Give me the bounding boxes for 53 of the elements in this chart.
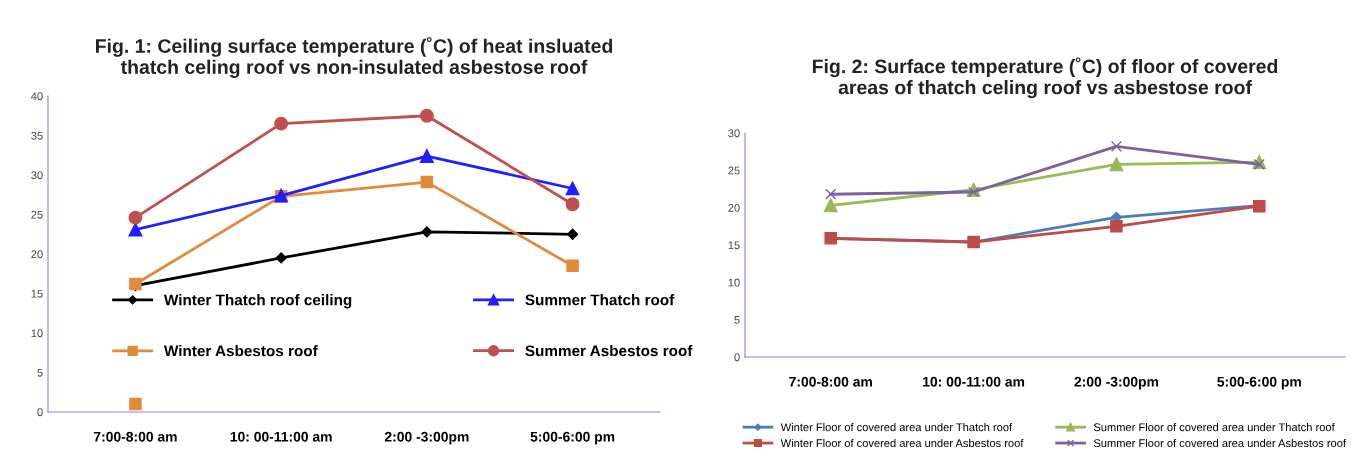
y-tick-label: 15: [728, 241, 740, 250]
legend-label: Summer Floor of covered area under Asbestos roof: [1093, 438, 1347, 448]
point: [566, 259, 579, 273]
point: [420, 175, 434, 189]
legend-label: Winter Asbestos roof: [163, 345, 318, 357]
point: [1109, 157, 1124, 172]
legend-label: Winter Thatch roof ceiling: [163, 294, 352, 309]
point: [1110, 220, 1123, 233]
point: [1110, 140, 1122, 152]
legend-label: Winter Floor of covered area under Thatch roof: [780, 423, 1013, 432]
point: [825, 188, 837, 200]
legend-label: Summer Thatch roof: [525, 294, 675, 306]
x-tick-label: 2:00 -3:00pm: [1074, 376, 1159, 390]
y-tick-label: 40: [31, 92, 43, 101]
chart-title: Fig. 1: Ceiling surface temperature (˚C) of heat insluated thatch celing roof vs non-insulated asbestose roof: [96, 37, 613, 78]
y-tick-label: 10: [31, 329, 43, 338]
legend-label: Winter Floor of covered area under Asbestos roof: [780, 438, 1024, 448]
point: [823, 198, 838, 213]
point: [566, 228, 579, 240]
y-tick-label: 35: [31, 131, 43, 140]
y-tick-label: 15: [31, 289, 43, 298]
y-tick-label: 20: [31, 250, 43, 259]
legend-label: Summer Asbestos roof: [525, 344, 693, 357]
point: [421, 226, 433, 238]
point: [419, 108, 434, 123]
x-tick-label: 5:00-6:00 pm: [530, 431, 615, 445]
x-tick-label: 10: 00-11:00 am: [923, 376, 1025, 387]
point: [565, 181, 580, 196]
y-tick-label: 0: [37, 408, 43, 417]
x-tick-label: 10: 00-11:00 am: [230, 431, 332, 442]
y-tick-label: 30: [728, 129, 740, 138]
x-tick-label: 7:00-8:00 am: [93, 431, 177, 442]
y-tick-label: 0: [734, 353, 740, 362]
point: [419, 149, 434, 163]
point: [274, 116, 289, 131]
point: [129, 397, 142, 411]
point: [275, 252, 287, 264]
legend-label: Summer Floor of covered area under Thatch roof: [1093, 423, 1335, 432]
point: [565, 197, 580, 212]
y-tick-label: 20: [728, 203, 740, 212]
y-tick-label: 5: [734, 316, 740, 324]
x-tick-label: 5:00-6:00 pm: [1217, 376, 1301, 390]
point: [128, 222, 143, 237]
y-tick-label: 30: [31, 171, 43, 180]
y-tick-label: 10: [728, 278, 740, 287]
y-tick-label: 25: [728, 166, 740, 175]
x-tick-label: 2:00 -3:00pm: [384, 431, 469, 445]
y-tick-label: 25: [31, 210, 43, 219]
chart-title: Fig. 2: Surface temperature (˚C) of floor of covered areas of thatch celing roof vs asbestose roof: [812, 57, 1278, 99]
x-tick-label: 7:00-8:00 am: [789, 376, 872, 387]
point: [128, 210, 143, 225]
point: [968, 186, 980, 198]
y-tick-label: 5: [37, 368, 43, 377]
